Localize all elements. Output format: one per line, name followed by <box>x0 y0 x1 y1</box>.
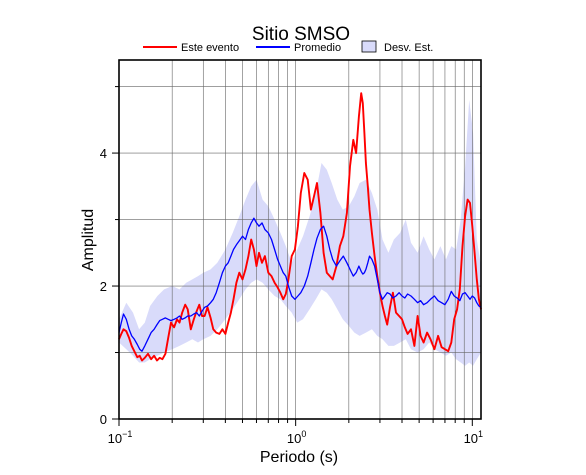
chart-legend: Este evento Promedio Desv. Est. <box>143 40 433 54</box>
legend-label: Este evento <box>181 42 239 54</box>
plot-frame <box>118 59 482 420</box>
x-axis-label: Periodo (s) <box>260 449 338 466</box>
std-dev-band <box>119 99 481 366</box>
legend-label: Promedio <box>294 42 341 54</box>
y-tick-label: 0 <box>100 412 107 427</box>
y-tick-label: 4 <box>100 146 107 161</box>
legend-label: Desv. Est. <box>384 42 433 54</box>
chart-title: Sitio SMSO <box>252 24 350 45</box>
series-layer <box>118 92 482 362</box>
x-tick-label: 101 <box>464 429 483 446</box>
series-line-promedio <box>118 217 482 352</box>
x-tick-label: 10−1 <box>108 429 133 446</box>
chart-grid <box>119 60 481 419</box>
y-tick-label: 2 <box>100 279 107 294</box>
x-tick-label: 100 <box>287 429 306 446</box>
legend-swatch-box <box>361 40 377 53</box>
axis-ticks: 10−1 100 101 0 2 4 <box>100 86 483 446</box>
series-line-este-evento <box>118 92 482 362</box>
y-axis-label: Amplitud <box>80 209 97 271</box>
